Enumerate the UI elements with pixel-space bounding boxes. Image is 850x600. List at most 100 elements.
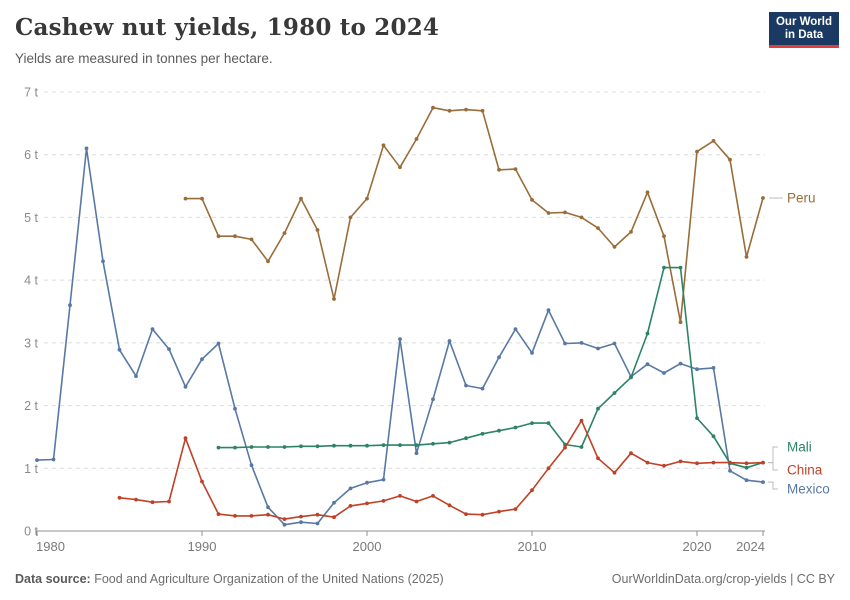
series-point-mexico-2006: [464, 383, 468, 388]
series-point-peru-2010: [530, 198, 534, 202]
series-point-peru-2006: [464, 107, 468, 112]
series-point-mexico-1997: [315, 521, 320, 526]
series-point-mexico-2018: [662, 371, 666, 375]
x-tick-label-1990: 1990: [188, 539, 217, 554]
y-tick-label-3: 3 t: [24, 336, 38, 350]
y-tick-label-5: 5 t: [24, 211, 38, 225]
series-point-peru-2019: [678, 320, 683, 325]
series-point-mali-1997: [315, 444, 320, 449]
series-point-china-1987: [150, 500, 155, 505]
series-point-mexico-2008: [497, 355, 501, 360]
series-point-mexico-2021: [711, 366, 716, 370]
series-point-mexico-2001: [381, 477, 386, 482]
series-point-mexico-2015: [612, 341, 617, 346]
series-point-mali-1993: [249, 445, 254, 449]
series-point-mexico-2017: [645, 362, 650, 367]
y-tick-label-0: 0 t: [24, 525, 38, 539]
series-point-mexico-2003: [414, 451, 419, 456]
series-point-china-2014: [596, 456, 600, 461]
series-point-peru-2016: [629, 230, 633, 234]
series-point-mali-2017: [645, 331, 650, 336]
series-point-china-1996: [299, 514, 303, 519]
owid-logo-line1: Our World: [775, 15, 832, 28]
series-point-china-1988: [167, 499, 171, 504]
series-point-china-1990: [200, 479, 204, 484]
series-point-mali-2020: [695, 416, 699, 420]
series-point-mexico-1985: [117, 347, 122, 352]
x-tick-label-2024: 2024: [736, 539, 765, 554]
series-point-peru-1994: [266, 259, 270, 264]
series-point-peru-1995: [282, 231, 287, 236]
series-point-peru-1992: [233, 234, 237, 239]
series-point-peru-2023: [744, 255, 749, 259]
owid-logo-line2: in Data: [784, 28, 824, 41]
series-point-peru-1990: [200, 196, 204, 201]
x-tick-label-2010: 2010: [518, 539, 547, 554]
series-point-peru-1998: [332, 297, 336, 301]
series-point-mexico-1995: [282, 522, 287, 527]
series-point-china-2012: [563, 445, 567, 450]
series-point-mali-2007: [480, 431, 485, 436]
series-point-peru-2007: [480, 108, 485, 113]
series-point-mexico-1990: [200, 357, 204, 362]
data-source-label: Data source:: [15, 572, 91, 586]
series-point-peru-2021: [711, 139, 716, 143]
series-point-mexico-2010: [530, 351, 534, 355]
series-point-peru-2004: [431, 105, 435, 110]
series-point-mexico-2011: [546, 308, 551, 313]
series-point-mali-2004: [431, 441, 435, 446]
series-point-peru-2017: [645, 190, 650, 195]
series-point-china-2024: [761, 460, 765, 465]
series-point-mexico-1984: [101, 259, 105, 264]
series-point-mexico-1981: [51, 457, 56, 462]
series-point-mali-1996: [299, 444, 303, 449]
series-point-mali-2013: [579, 445, 584, 449]
series-point-china-2009: [513, 507, 518, 511]
series-point-peru-2024: [761, 196, 765, 200]
series-point-china-2019: [678, 459, 683, 464]
series-point-china-2023: [744, 461, 749, 466]
series-point-china-1994: [266, 512, 270, 517]
series-point-china-2007: [480, 512, 485, 517]
series-point-mexico-1982: [68, 303, 72, 308]
series-point-peru-2014: [596, 226, 600, 231]
series-point-peru-2009: [513, 167, 518, 172]
series-point-mali-2000: [365, 443, 369, 448]
series-point-mexico-1988: [167, 347, 171, 351]
series-line-mali[interactable]: [218, 266, 764, 469]
series-point-mexico-1994: [266, 505, 270, 510]
series-point-china-2002: [398, 494, 402, 498]
series-point-mali-2018: [662, 265, 666, 270]
series-point-mali-2002: [398, 443, 402, 447]
series-point-mali-1992: [233, 445, 237, 450]
series-point-mali-2003: [414, 443, 419, 447]
series-point-peru-2001: [381, 143, 386, 148]
series-point-peru-2022: [728, 157, 732, 162]
series-point-mali-1995: [282, 445, 287, 449]
series-point-mali-2021: [711, 434, 716, 439]
series-point-mexico-2014: [596, 346, 600, 351]
label-connector-mexico: [768, 481, 778, 490]
series-point-mexico-2024: [761, 480, 765, 484]
series-point-china-2008: [497, 509, 501, 514]
series-point-peru-1993: [249, 237, 254, 242]
series-label-mali[interactable]: Mali: [787, 440, 812, 455]
series-label-peru[interactable]: Peru: [787, 191, 816, 206]
series-point-china-2017: [645, 460, 650, 465]
series-label-mexico[interactable]: Mexico: [787, 482, 830, 497]
series-point-mali-1998: [332, 443, 336, 448]
series-line-china[interactable]: [119, 419, 764, 520]
series-point-peru-1991: [216, 234, 221, 239]
series-point-mexico-2019: [678, 361, 683, 366]
series-point-china-1992: [233, 514, 237, 518]
series-point-mexico-1991: [216, 341, 221, 346]
series-point-china-1999: [348, 504, 353, 508]
owid-link[interactable]: OurWorldinData.org/crop-yields | CC BY: [611, 572, 835, 586]
series-label-china[interactable]: China: [787, 463, 823, 478]
series-point-mexico-2022: [728, 468, 732, 473]
series-point-mali-1999: [348, 443, 353, 448]
series-point-china-1998: [332, 515, 336, 520]
owid-logo[interactable]: Our World in Data: [769, 12, 839, 48]
series-line-peru[interactable]: [185, 106, 764, 324]
